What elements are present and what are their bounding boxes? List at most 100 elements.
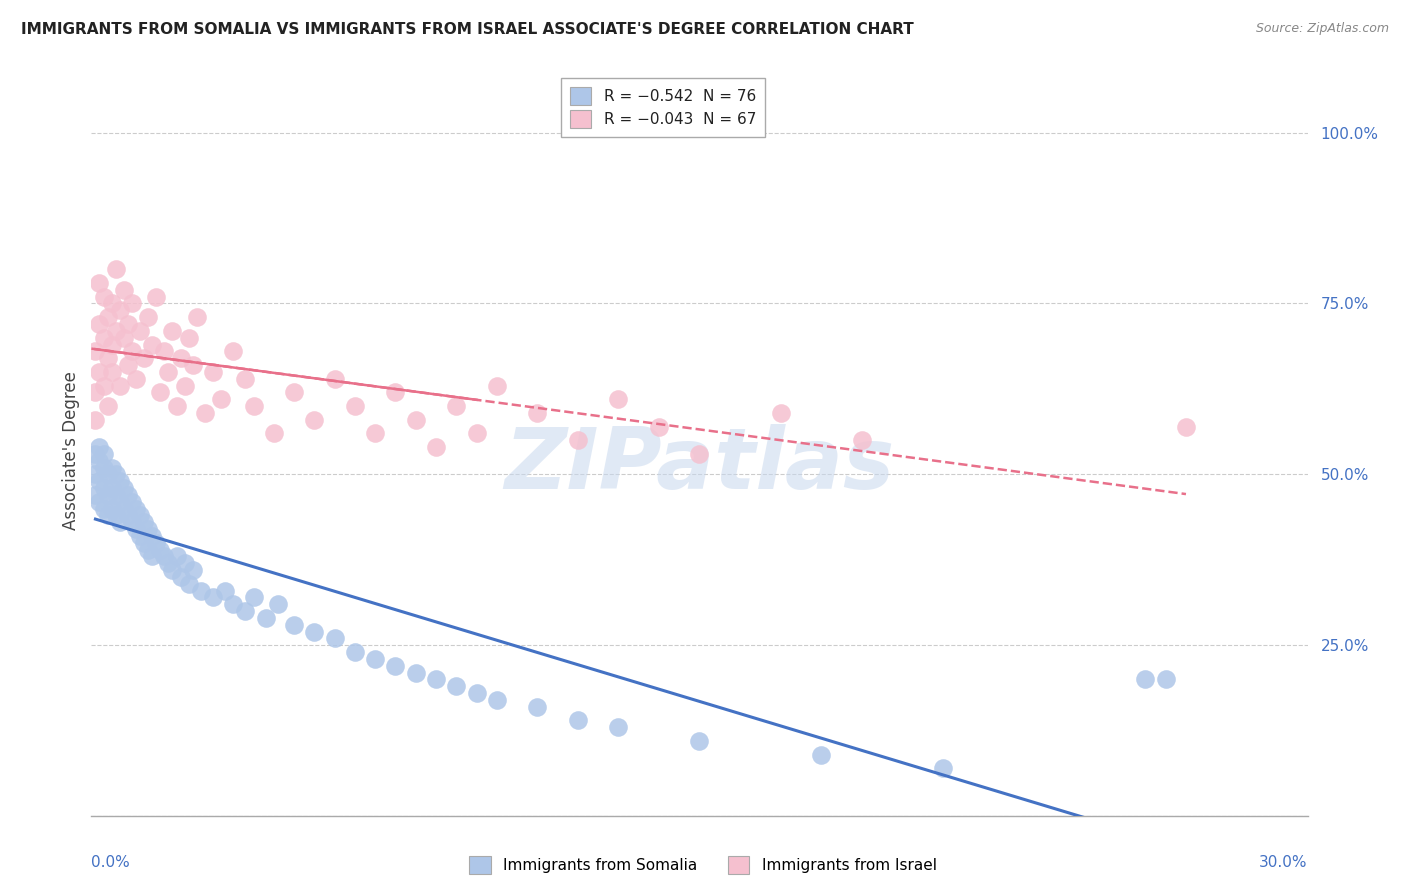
Point (84, 488, 107, 502)
Point (931, 761, 953, 775)
Point (104, 262, 127, 277)
Point (153, 549, 176, 564)
Point (141, 529, 163, 543)
Point (209, 392, 232, 407)
Legend: R = −0.542  N = 76, R = −0.043  N = 67: R = −0.542 N = 76, R = −0.043 N = 67 (561, 78, 765, 136)
Point (343, 645, 366, 659)
Point (129, 324, 152, 338)
Point (93, 290, 115, 304)
Point (177, 331, 200, 345)
Point (162, 563, 184, 577)
Point (125, 372, 148, 386)
Point (93, 447, 115, 461)
Point (104, 467, 127, 482)
Point (145, 535, 167, 549)
Point (485, 378, 508, 392)
Point (425, 440, 447, 454)
Point (121, 515, 143, 529)
Point (567, 434, 589, 448)
Point (112, 283, 135, 297)
Point (648, 419, 671, 434)
Point (263, 426, 285, 441)
Point (149, 542, 172, 557)
Point (89, 453, 111, 467)
Point (121, 296, 143, 310)
Point (89, 474, 111, 488)
Point (384, 658, 406, 673)
Point (1175, 419, 1198, 434)
Y-axis label: Associate's Degree: Associate's Degree (62, 371, 80, 530)
Point (267, 597, 290, 611)
Point (181, 358, 204, 372)
Point (100, 481, 122, 495)
Point (112, 481, 135, 495)
Point (145, 290, 167, 304)
Point (153, 344, 176, 359)
Point (121, 344, 143, 359)
Point (104, 324, 127, 338)
Point (222, 344, 245, 359)
Text: ZIPatlas: ZIPatlas (505, 424, 894, 507)
Point (100, 365, 122, 379)
Point (567, 714, 589, 728)
Point (235, 372, 257, 386)
Point (304, 624, 326, 639)
Point (157, 556, 180, 570)
Point (93, 481, 115, 495)
Point (851, 434, 873, 448)
Point (100, 337, 122, 351)
Text: IMMIGRANTS FROM SOMALIA VS IMMIGRANTS FROM ISRAEL ASSOCIATE'S DEGREE CORRELATION: IMMIGRANTS FROM SOMALIA VS IMMIGRANTS FR… (21, 22, 914, 37)
Point (688, 447, 710, 461)
Point (166, 549, 188, 564)
Point (485, 693, 508, 707)
Point (283, 385, 305, 400)
Point (97, 488, 120, 502)
Point (136, 522, 159, 536)
Point (343, 399, 366, 413)
Point (97, 467, 120, 482)
Point (125, 501, 148, 516)
Point (117, 508, 139, 523)
Point (108, 378, 131, 392)
Point (89, 440, 111, 454)
Point (214, 583, 236, 598)
Point (688, 734, 710, 748)
Point (810, 747, 832, 762)
Point (323, 372, 346, 386)
Point (136, 310, 159, 325)
Point (100, 501, 122, 516)
Point (242, 591, 264, 605)
Point (254, 611, 277, 625)
Point (364, 652, 387, 666)
Legend: Immigrants from Somalia, Immigrants from Israel: Immigrants from Somalia, Immigrants from… (464, 850, 942, 880)
Point (173, 378, 195, 392)
Point (112, 331, 135, 345)
Point (323, 632, 346, 646)
Text: 0.0%: 0.0% (91, 855, 131, 870)
Point (89, 276, 111, 290)
Point (194, 406, 217, 420)
Point (405, 665, 427, 680)
Point (235, 604, 257, 618)
Point (769, 406, 792, 420)
Point (108, 515, 131, 529)
Point (129, 508, 152, 523)
Point (117, 358, 139, 372)
Text: 30.0%: 30.0% (1260, 855, 1308, 870)
Point (384, 385, 406, 400)
Point (222, 597, 245, 611)
Point (157, 365, 180, 379)
Point (93, 378, 115, 392)
Point (100, 460, 122, 475)
Point (108, 494, 131, 508)
Point (444, 679, 467, 693)
Point (100, 296, 122, 310)
Point (425, 673, 447, 687)
Point (177, 576, 200, 591)
Point (202, 365, 225, 379)
Point (190, 583, 212, 598)
Point (97, 399, 120, 413)
Point (166, 399, 188, 413)
Point (84, 385, 107, 400)
Point (364, 426, 387, 441)
